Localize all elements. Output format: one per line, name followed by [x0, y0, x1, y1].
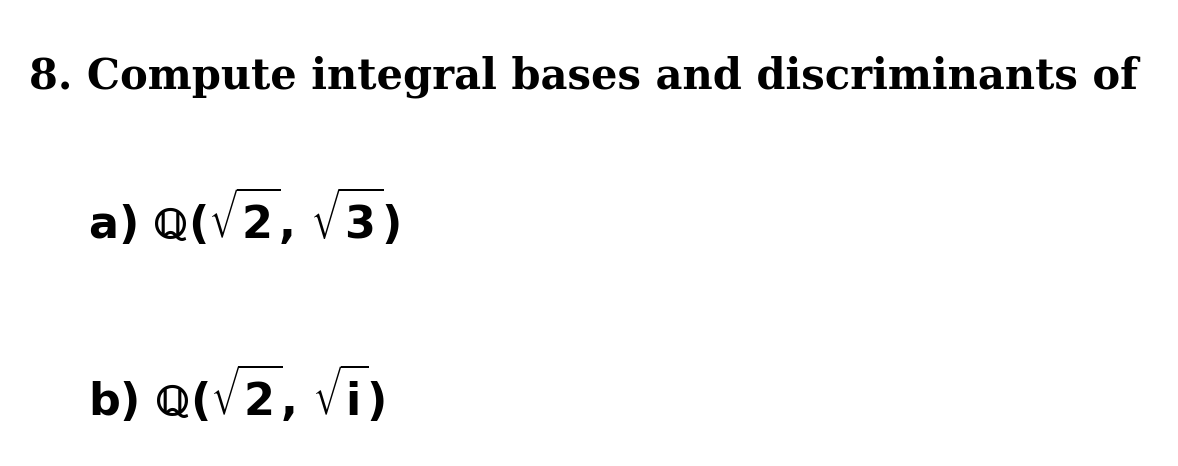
Text: 8. Compute integral bases and discriminants of: 8. Compute integral bases and discrimina… [29, 56, 1138, 98]
Text: $\mathbf{a)\ \mathbb{Q}(\sqrt{2},\,\sqrt{3})}$: $\mathbf{a)\ \mathbb{Q}(\sqrt{2},\,\sqrt… [88, 186, 399, 248]
Text: $\mathbf{b)\ \mathbb{Q}(\sqrt{2},\,\sqrt{i})}$: $\mathbf{b)\ \mathbb{Q}(\sqrt{2},\,\sqrt… [88, 363, 385, 425]
